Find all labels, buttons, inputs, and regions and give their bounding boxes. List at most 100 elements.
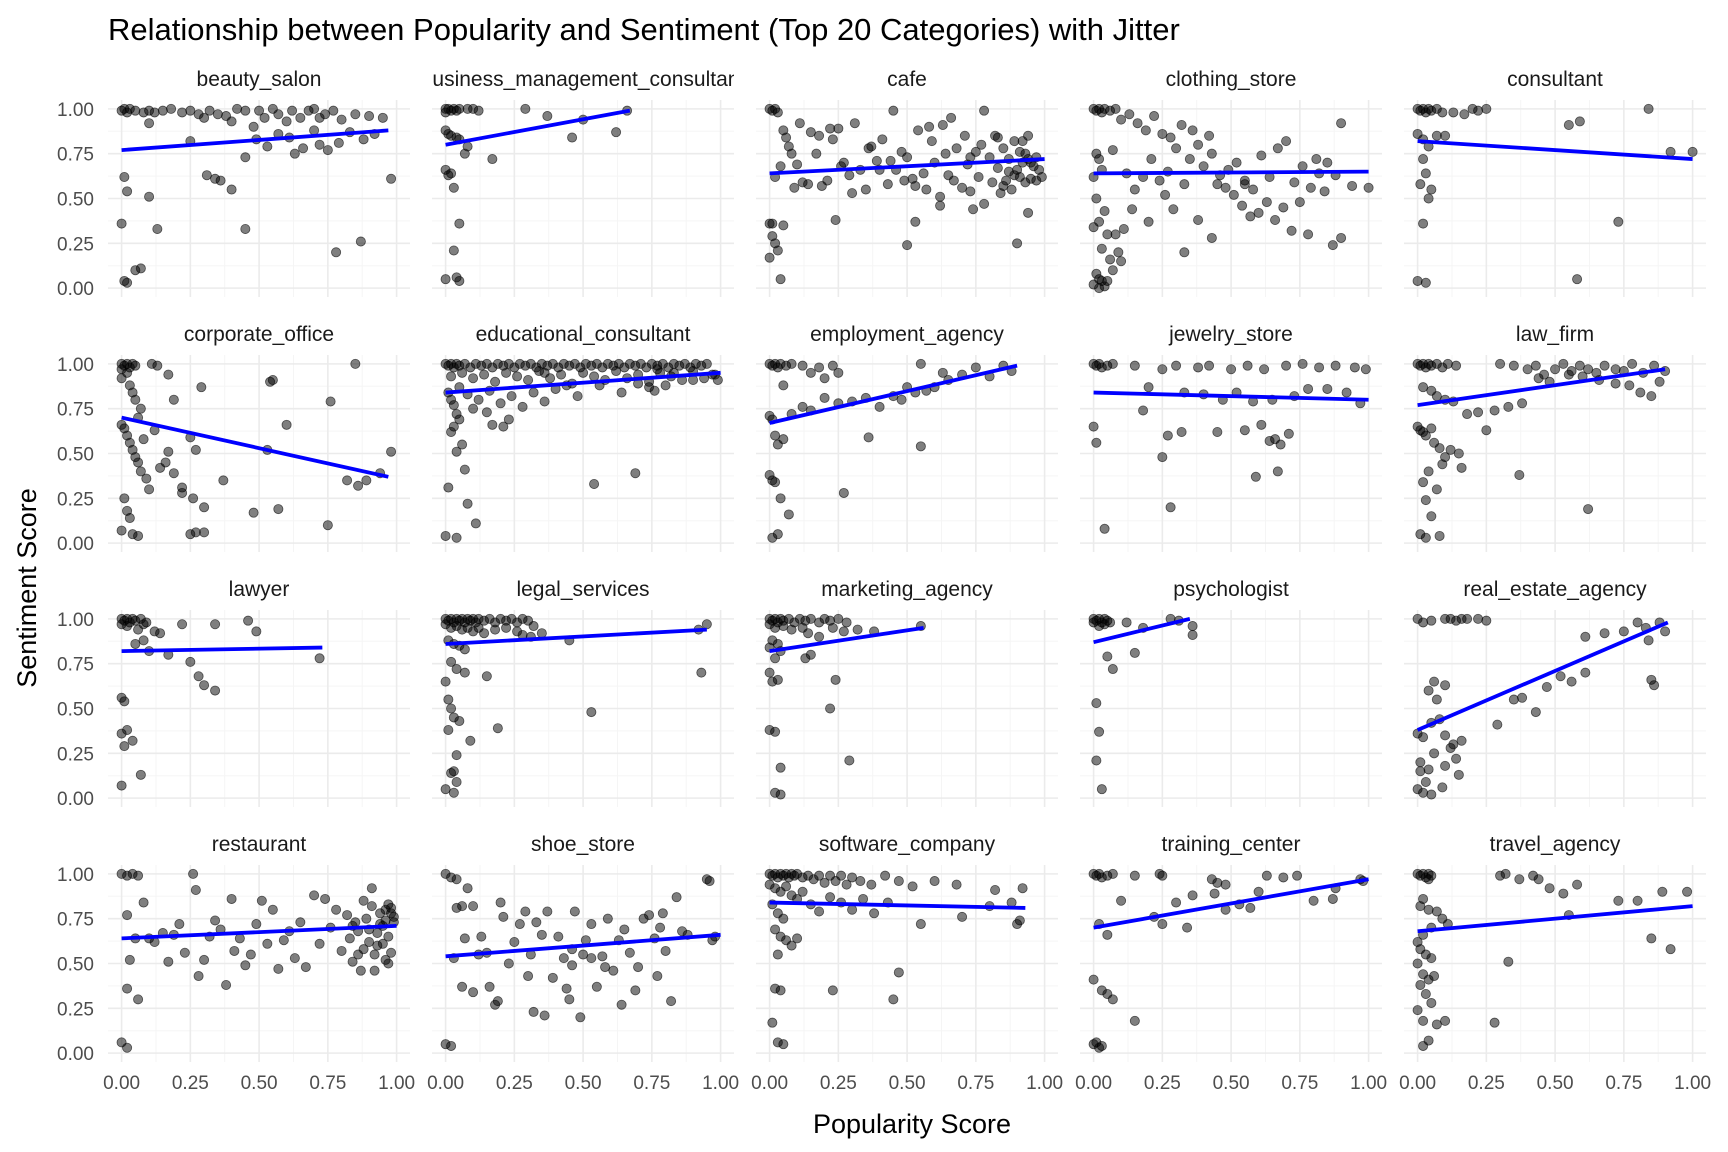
- data-point: [152, 223, 163, 234]
- data-point: [309, 103, 320, 114]
- data-point: [1330, 360, 1341, 371]
- data-point: [968, 204, 979, 215]
- data-point: [1303, 229, 1314, 240]
- data-point: [448, 400, 459, 411]
- data-point: [342, 910, 353, 921]
- data-point: [882, 179, 893, 190]
- data-point: [328, 105, 339, 116]
- data-point: [1014, 915, 1025, 926]
- facet-panel-legal_services: legal_services: [432, 578, 734, 807]
- data-point: [122, 186, 133, 197]
- points-group: [1088, 613, 1198, 795]
- data-point: [366, 901, 377, 912]
- data-point: [185, 656, 196, 667]
- data-point: [696, 667, 707, 678]
- y-tick-label: 0.25: [57, 999, 94, 1020]
- data-point: [781, 132, 792, 143]
- data-point: [841, 879, 852, 890]
- data-point: [528, 1006, 539, 1017]
- data-point: [138, 619, 149, 630]
- data-point: [163, 446, 174, 457]
- data-point: [1124, 109, 1135, 120]
- data-point: [770, 726, 781, 737]
- data-point: [589, 371, 600, 382]
- data-point: [819, 877, 830, 888]
- data-point: [190, 444, 201, 455]
- data-point: [1088, 421, 1099, 432]
- data-point: [633, 962, 644, 973]
- data-point: [1179, 179, 1190, 190]
- data-point: [778, 913, 789, 924]
- data-point: [122, 621, 133, 632]
- data-point: [281, 116, 292, 127]
- data-point: [451, 664, 462, 675]
- data-point: [1418, 382, 1429, 393]
- data-point: [1110, 103, 1121, 114]
- data-point: [1426, 789, 1437, 800]
- data-point: [1423, 466, 1434, 477]
- data-point: [775, 789, 786, 800]
- data-point: [652, 364, 663, 375]
- data-point: [1245, 211, 1256, 222]
- data-point: [772, 949, 783, 960]
- data-point: [262, 938, 273, 949]
- data-point: [446, 371, 457, 382]
- y-tick-label: 0.75: [57, 655, 94, 676]
- data-point: [929, 876, 940, 887]
- data-point: [199, 112, 210, 123]
- data-point: [1096, 784, 1107, 795]
- trend-line: [445, 108, 631, 147]
- data-point: [1272, 466, 1283, 477]
- data-point: [1286, 225, 1297, 236]
- points-group: [1088, 868, 1369, 1053]
- data-point: [874, 401, 885, 412]
- data-point: [1193, 215, 1204, 226]
- data-point: [1665, 146, 1676, 157]
- data-point: [979, 105, 990, 116]
- data-point: [569, 906, 580, 917]
- data-point: [226, 116, 237, 127]
- data-point: [1256, 150, 1267, 161]
- data-point: [1162, 430, 1173, 441]
- data-point: [1440, 680, 1451, 691]
- data-point: [325, 396, 336, 407]
- data-point: [386, 947, 397, 958]
- data-point: [1544, 883, 1555, 894]
- data-point: [786, 624, 797, 635]
- data-point: [1099, 523, 1110, 534]
- data-point: [185, 105, 196, 116]
- data-point: [245, 949, 256, 960]
- data-point: [1212, 877, 1223, 888]
- data-point: [1327, 893, 1338, 904]
- x-axis-title: Popularity Score: [813, 1109, 1011, 1139]
- data-point: [1149, 111, 1160, 122]
- data-point: [498, 911, 509, 922]
- x-tick-label: 0.00: [1399, 1073, 1436, 1094]
- x-tick-label: 0.75: [1605, 1073, 1642, 1094]
- data-point: [1426, 615, 1437, 626]
- data-point: [523, 971, 534, 982]
- data-point: [1533, 874, 1544, 885]
- trend-line: [445, 370, 721, 395]
- data-point: [772, 107, 783, 118]
- x-tick-label: 0.75: [1281, 1073, 1318, 1094]
- data-point: [1157, 452, 1168, 463]
- data-point: [1209, 888, 1220, 899]
- x-tick-label: 1.00: [1026, 1073, 1063, 1094]
- data-point: [1415, 980, 1426, 991]
- data-point: [514, 919, 525, 930]
- data-point: [314, 139, 325, 150]
- data-point: [454, 218, 465, 229]
- data-point: [1533, 373, 1544, 384]
- data-point: [1583, 504, 1594, 515]
- data-point: [446, 1040, 457, 1051]
- data-point: [1453, 448, 1464, 459]
- data-point: [1253, 207, 1264, 218]
- data-point: [1308, 895, 1319, 906]
- data-point: [119, 696, 130, 707]
- data-point: [564, 994, 575, 1005]
- data-point: [459, 464, 470, 475]
- data-point: [1140, 125, 1151, 136]
- data-point: [476, 931, 487, 942]
- y-axis-title: Sentiment Score: [12, 488, 42, 688]
